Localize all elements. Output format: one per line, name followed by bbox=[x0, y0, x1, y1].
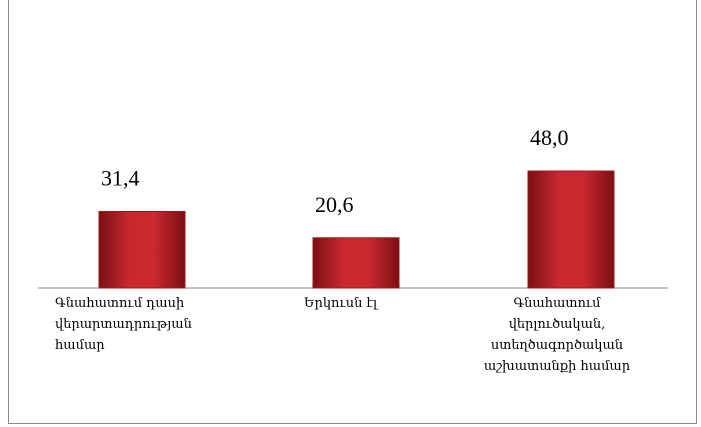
bar bbox=[98, 210, 186, 289]
value-label: 48,0 bbox=[530, 125, 569, 150]
category-label: Գնահատում վերլուծական, ստեղծագործական աշ… bbox=[483, 296, 631, 374]
category-label: Գնահատում դասի վերարտադրության համար bbox=[55, 296, 192, 353]
bar bbox=[312, 237, 400, 289]
chart-frame bbox=[8, 0, 697, 424]
category-label: Երկուսն էլ bbox=[304, 296, 378, 311]
value-label: 20,6 bbox=[315, 192, 354, 217]
value-label: 31,4 bbox=[101, 165, 140, 190]
bar bbox=[527, 170, 615, 289]
